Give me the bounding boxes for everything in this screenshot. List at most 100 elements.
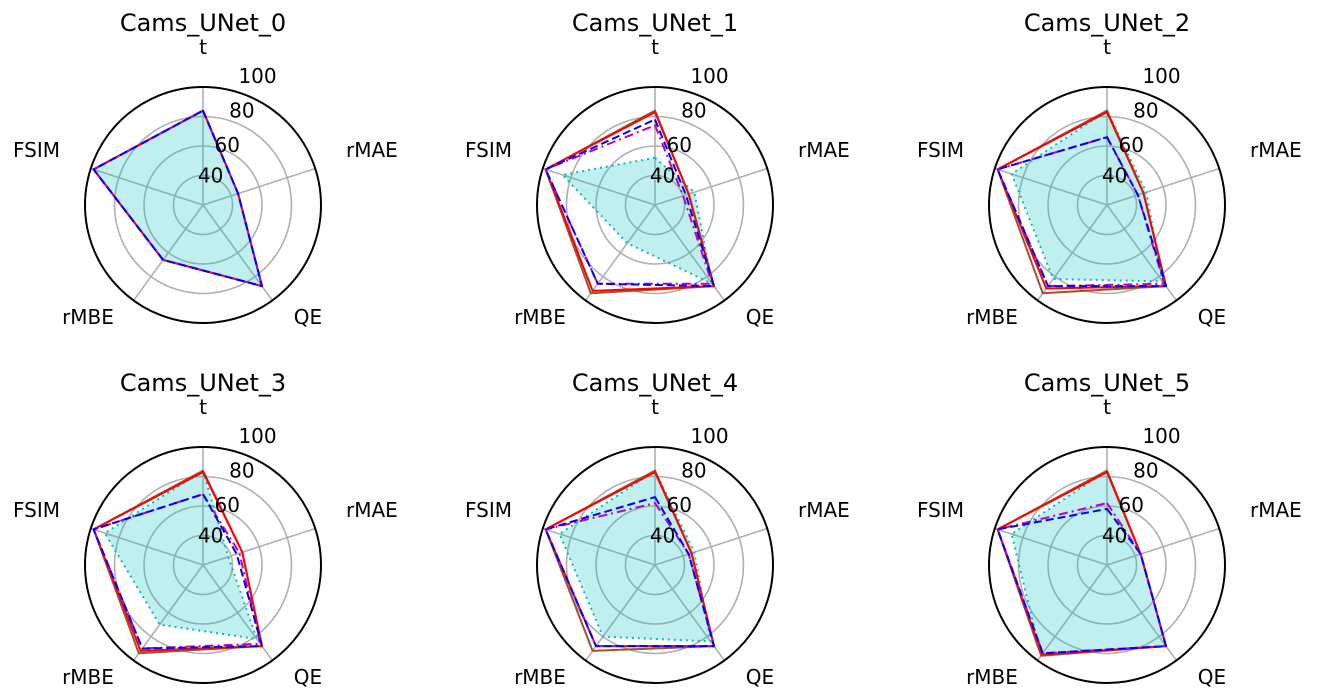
axis-label: QE xyxy=(1198,305,1226,329)
axis-label: rMBE xyxy=(62,665,114,689)
radar-subplot: Cams_UNet_5 40 60 80 100 t rMAE QE rMBE FSIM xyxy=(917,369,1302,689)
axis-label: t xyxy=(651,35,659,59)
series-line xyxy=(996,471,1167,656)
axis-label: rMAE xyxy=(1250,498,1302,522)
grid-spoke xyxy=(202,527,316,566)
grid-spoke xyxy=(994,167,1108,206)
outer-frame xyxy=(84,446,322,684)
axis-label: t xyxy=(1103,395,1111,419)
axis-label: QE xyxy=(746,305,774,329)
axis-label: QE xyxy=(294,305,322,329)
radial-tick-label: 80 xyxy=(229,459,254,483)
radar-subplot: Cams_UNet_0 40 60 80 100 t rMAE QE rMBE FSIM xyxy=(13,9,398,329)
series-line xyxy=(92,109,263,288)
radial-tick-label: 80 xyxy=(681,459,706,483)
radial-tick-label: 40 xyxy=(198,524,223,548)
axis-label: rMAE xyxy=(798,498,850,522)
series-fill xyxy=(562,157,713,284)
series-line xyxy=(544,124,714,285)
axis-label: FSIM xyxy=(465,138,512,162)
radial-tick-label: 40 xyxy=(1102,524,1127,548)
radial-tick-label: 80 xyxy=(681,99,706,123)
grid-spoke xyxy=(1106,167,1220,206)
grid-spoke xyxy=(132,204,204,301)
chart-title: Cams_UNet_1 xyxy=(572,9,738,37)
series-fill xyxy=(93,110,262,287)
outer-frame xyxy=(988,446,1226,684)
grid-spoke xyxy=(90,167,204,206)
axis-label: rMBE xyxy=(62,305,114,329)
series-line xyxy=(92,493,262,650)
series-line xyxy=(1010,109,1164,283)
grid-spoke xyxy=(202,167,316,206)
grid-spoke xyxy=(542,167,656,206)
series-line xyxy=(561,156,714,285)
grid-spoke xyxy=(994,527,1108,566)
axis-label: rMAE xyxy=(798,138,850,162)
chart-title: Cams_UNet_0 xyxy=(120,9,286,37)
chart-title: Cams_UNet_3 xyxy=(120,369,286,397)
axis-label: FSIM xyxy=(917,498,964,522)
axis-label: rMAE xyxy=(1250,138,1302,162)
grid-spoke xyxy=(584,564,656,661)
grid-spoke xyxy=(542,527,656,566)
series-line xyxy=(544,111,715,292)
radial-tick-label: 40 xyxy=(198,164,223,188)
radial-tick-label: 40 xyxy=(1102,164,1127,188)
radial-tick-label: 100 xyxy=(690,64,728,88)
radar-subplot: Cams_UNet_4 40 60 80 100 t rMAE QE rMBE FSIM xyxy=(465,369,850,689)
grid-spoke xyxy=(1106,527,1220,566)
axis-label: FSIM xyxy=(917,138,964,162)
axis-label: rMAE xyxy=(346,138,398,162)
series-line xyxy=(996,111,1167,290)
radial-tick-label: 100 xyxy=(690,424,728,448)
radial-tick-label: 80 xyxy=(229,99,254,123)
axis-label: FSIM xyxy=(465,498,512,522)
series-line xyxy=(996,507,1167,655)
axis-label: rMBE xyxy=(514,305,566,329)
grid-spoke xyxy=(1036,564,1108,661)
radial-tick-label: 80 xyxy=(1133,459,1158,483)
radar-subplot: Cams_UNet_2 40 60 80 100 t rMAE QE rMBE FSIM xyxy=(917,9,1302,329)
radial-tick-label: 60 xyxy=(667,133,692,157)
radar-subplot: Cams_UNet_3 40 60 80 100 t rMAE QE rMBE FSIM xyxy=(13,369,398,689)
axis-label: t xyxy=(1103,35,1111,59)
outer-frame xyxy=(988,86,1226,324)
axis-label: t xyxy=(199,35,207,59)
axis-label: rMAE xyxy=(346,498,398,522)
axis-label: rMBE xyxy=(966,305,1018,329)
radial-tick-label: 40 xyxy=(650,164,675,188)
axis-label: QE xyxy=(1198,665,1226,689)
radial-tick-label: 60 xyxy=(667,493,692,517)
radial-tick-label: 100 xyxy=(1142,64,1180,88)
axis-label: t xyxy=(199,395,207,419)
axis-label: rMBE xyxy=(514,665,566,689)
chart-title: Cams_UNet_4 xyxy=(572,369,738,397)
radial-tick-label: 100 xyxy=(238,64,276,88)
grid-spoke xyxy=(654,167,768,206)
axis-label: FSIM xyxy=(13,498,60,522)
radial-tick-label: 60 xyxy=(215,493,240,517)
radial-tick-label: 80 xyxy=(1133,99,1158,123)
axis-label: QE xyxy=(746,665,774,689)
axis-label: rMBE xyxy=(966,665,1018,689)
outer-frame xyxy=(536,446,774,684)
outer-frame xyxy=(84,86,322,324)
radial-tick-label: 60 xyxy=(1119,133,1144,157)
grid-spoke xyxy=(654,527,768,566)
chart-title: Cams_UNet_2 xyxy=(1024,9,1190,37)
grid-spoke xyxy=(1036,204,1108,301)
radial-tick-label: 60 xyxy=(1119,493,1144,517)
series-fill xyxy=(1011,470,1166,656)
radial-tick-label: 100 xyxy=(238,424,276,448)
radial-tick-label: 100 xyxy=(1142,424,1180,448)
series-line xyxy=(544,118,715,288)
chart-title: Cams_UNet_5 xyxy=(1024,369,1190,397)
series-line xyxy=(996,136,1167,288)
series-line xyxy=(544,496,715,648)
axis-label: FSIM xyxy=(13,138,60,162)
radial-tick-label: 60 xyxy=(215,133,240,157)
series-line xyxy=(558,469,712,643)
outer-frame xyxy=(536,86,774,324)
grid-spoke xyxy=(90,527,204,566)
